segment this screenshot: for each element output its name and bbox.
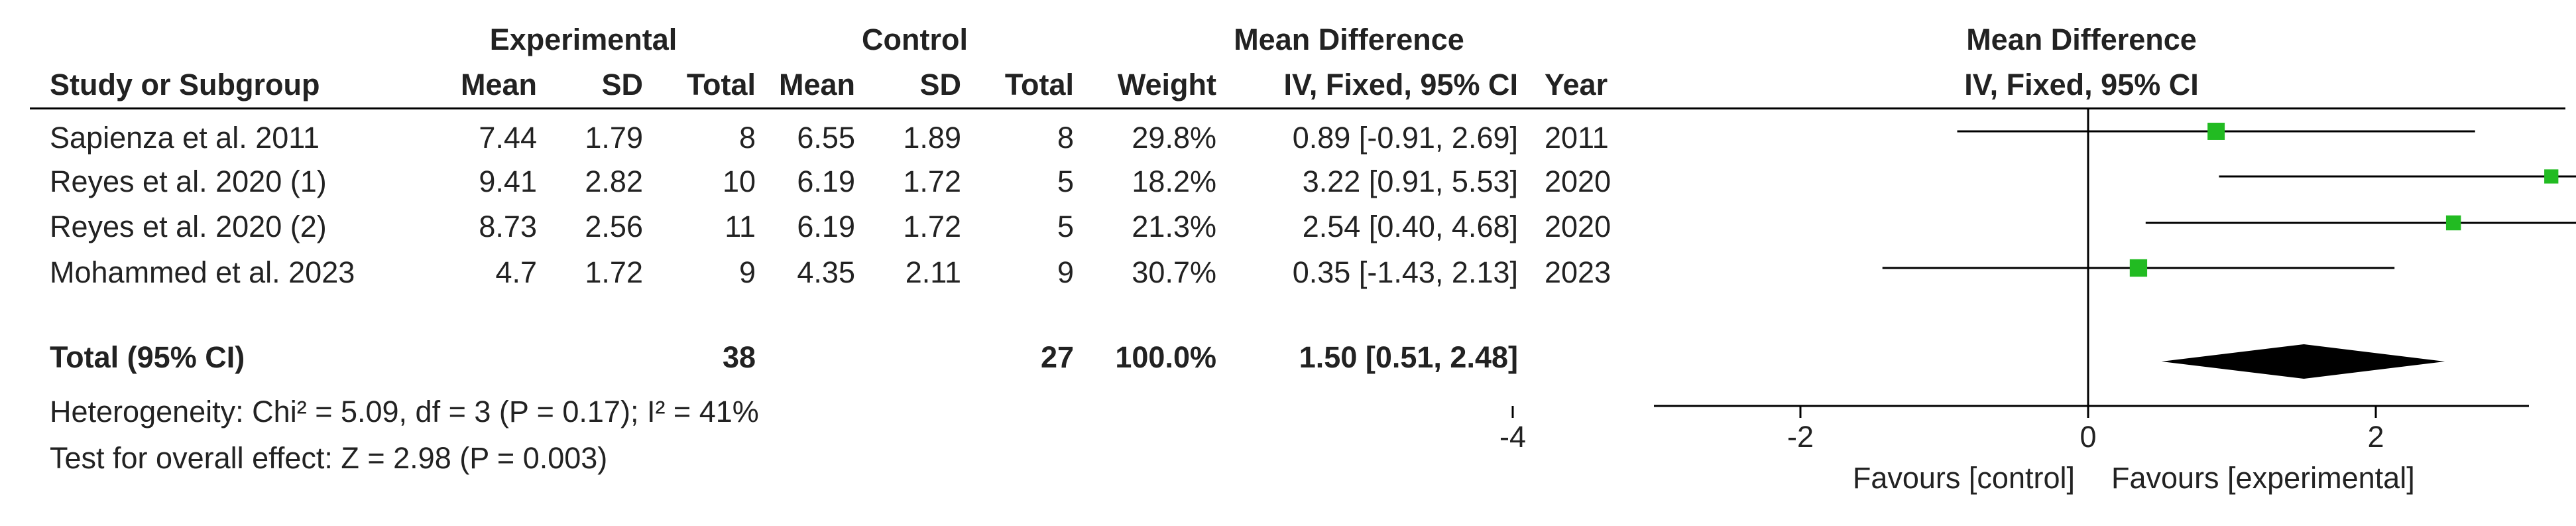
study-name: Sapienza et al. 2011 xyxy=(50,121,320,155)
total-ci: 1.50 [0.51, 2.48] xyxy=(1299,340,1518,374)
mean-e: 9.41 xyxy=(479,164,537,198)
col-weight: Weight xyxy=(1117,68,1216,101)
total-e: 38 xyxy=(722,340,756,374)
total-e: 8 xyxy=(738,121,756,155)
col-md: IV, Fixed, 95% CI xyxy=(1283,68,1519,101)
total-e: 11 xyxy=(725,210,756,243)
total-c: 5 xyxy=(1057,164,1074,198)
study-name: Reyes et al. 2020 (1) xyxy=(50,164,327,198)
study-marker xyxy=(2544,169,2559,184)
study-name: Reyes et al. 2020 (2) xyxy=(50,210,327,243)
plot-subtitle: IV, Fixed, 95% CI xyxy=(1964,68,2199,101)
total-e: 9 xyxy=(738,255,756,289)
favours-control-label: Favours [control] xyxy=(1852,461,2075,495)
total-weight: 100.0% xyxy=(1115,340,1216,374)
header-control: Control xyxy=(862,23,968,56)
header-rule xyxy=(30,107,2565,109)
favours-experimental-label: Favours [experimental] xyxy=(2111,461,2415,495)
weight: 30.7% xyxy=(1132,255,1216,289)
year: 2011 xyxy=(1545,121,1609,155)
col-year: Year xyxy=(1545,68,1608,101)
ci: 2.54 [0.40, 4.68] xyxy=(1302,210,1518,243)
year: 2023 xyxy=(1545,255,1611,289)
total-c: 5 xyxy=(1057,210,1074,243)
sd-c: 1.72 xyxy=(903,164,961,198)
sd-e: 1.72 xyxy=(585,255,643,289)
mean-e: 4.7 xyxy=(495,255,537,289)
total-c: 9 xyxy=(1057,255,1074,289)
ci: 0.35 [-1.43, 2.13] xyxy=(1292,255,1518,289)
col-total-e: Total xyxy=(686,68,756,101)
pooled-diamond xyxy=(2161,344,2445,379)
study-marker xyxy=(2129,259,2148,277)
sd-e: 2.82 xyxy=(585,164,643,198)
overall-effect-text: Test for overall effect: Z = 2.98 (P = 0… xyxy=(50,441,608,475)
col-study: Study or Subgroup xyxy=(50,68,320,101)
mean-e: 7.44 xyxy=(479,121,537,155)
weight: 18.2% xyxy=(1132,164,1216,198)
col-mean-c: Mean xyxy=(778,68,855,101)
ci: 3.22 [0.91, 5.53] xyxy=(1302,164,1518,198)
x-tick-label: 2 xyxy=(2367,420,2384,454)
year: 2020 xyxy=(1545,210,1611,243)
x-tick-label: 0 xyxy=(2079,420,2096,454)
col-mean-e: Mean xyxy=(460,68,537,101)
total-e: 10 xyxy=(722,164,756,198)
sd-c: 1.72 xyxy=(903,210,961,243)
total-label: Total (95% CI) xyxy=(50,340,245,374)
header-mean-difference: Mean Difference xyxy=(1234,23,1464,56)
mean-c: 6.19 xyxy=(797,164,855,198)
header-experimental: Experimental xyxy=(489,23,677,56)
col-total-c: Total xyxy=(1004,68,1074,101)
sd-c: 1.89 xyxy=(903,121,961,155)
total-c: 8 xyxy=(1057,121,1074,155)
mean-e: 8.73 xyxy=(479,210,537,243)
plot-title: Mean Difference xyxy=(1966,23,2197,56)
col-sd-c: SD xyxy=(919,68,961,101)
sd-e: 2.56 xyxy=(585,210,643,243)
x-tick-label: -4 xyxy=(1499,420,1526,454)
sd-e: 1.79 xyxy=(585,121,643,155)
ci: 0.89 [-0.91, 2.69] xyxy=(1292,121,1518,155)
study-marker xyxy=(2445,215,2461,231)
year: 2020 xyxy=(1545,164,1611,198)
study-name: Mohammed et al. 2023 xyxy=(50,255,355,289)
total-c: 27 xyxy=(1040,340,1074,374)
mean-c: 4.35 xyxy=(797,255,855,289)
weight: 21.3% xyxy=(1132,210,1216,243)
x-tick-label: -2 xyxy=(1787,420,1814,454)
sd-c: 2.11 xyxy=(905,255,961,289)
mean-c: 6.55 xyxy=(797,121,855,155)
heterogeneity-text: Heterogeneity: Chi² = 5.09, df = 3 (P = … xyxy=(50,395,759,428)
col-sd-e: SD xyxy=(601,68,643,101)
weight: 29.8% xyxy=(1132,121,1216,155)
mean-c: 6.19 xyxy=(797,210,855,243)
study-marker xyxy=(2207,123,2225,140)
